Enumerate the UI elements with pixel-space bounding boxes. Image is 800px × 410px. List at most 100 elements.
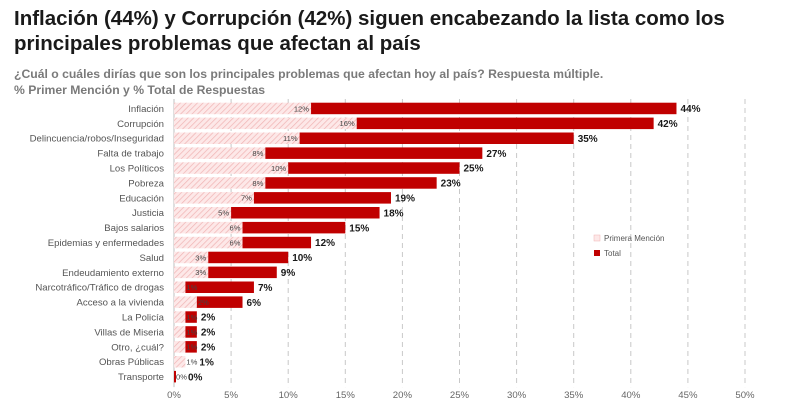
data-label-primera-mencion: 1% bbox=[186, 358, 197, 367]
bar-primera-mencion bbox=[174, 221, 243, 234]
data-label-total: 35% bbox=[578, 134, 598, 145]
bar-total bbox=[288, 162, 460, 174]
data-label-total: 44% bbox=[680, 104, 700, 115]
bar-total bbox=[196, 296, 243, 308]
x-tick-label: 40% bbox=[621, 390, 641, 401]
title-line-1: Inflación (44%) y Corrupción (42%) sigue… bbox=[14, 7, 725, 30]
data-label-total: 2% bbox=[201, 342, 216, 353]
data-label-primera-mencion: 8% bbox=[252, 149, 263, 158]
category-label: Pobreza bbox=[128, 178, 164, 189]
legend-swatch-primera-mencion bbox=[593, 234, 601, 242]
data-label-primera-mencion: 8% bbox=[252, 179, 263, 188]
data-label-primera-mencion: 3% bbox=[195, 253, 206, 262]
data-label-primera-mencion: 3% bbox=[195, 268, 206, 277]
data-label-total: 42% bbox=[658, 119, 678, 130]
category-label: Villas de Miseria bbox=[94, 327, 164, 338]
data-label-total: 15% bbox=[349, 223, 369, 234]
bar-primera-mencion bbox=[174, 192, 254, 204]
bar-primera-mencion bbox=[174, 251, 209, 264]
data-label-total: 10% bbox=[292, 253, 312, 264]
bar-total bbox=[356, 117, 654, 130]
bar-primera-mencion bbox=[174, 266, 209, 279]
data-label-primera-mencion: 5% bbox=[218, 209, 229, 218]
chart-title: Inflación (44%) y Corrupción (42%) sigue… bbox=[14, 6, 794, 56]
data-label-total: 1% bbox=[199, 357, 214, 368]
category-label: Endeudamiento externo bbox=[62, 268, 164, 279]
bar-total bbox=[208, 251, 289, 264]
category-label: La Policía bbox=[122, 312, 165, 323]
x-tick-label: 20% bbox=[393, 390, 413, 401]
category-label: Otro, ¿cuál? bbox=[111, 342, 164, 353]
category-label: Obras Públicas bbox=[99, 357, 164, 368]
data-label-total: 27% bbox=[486, 149, 506, 160]
data-label-primera-mencion: 7% bbox=[241, 194, 252, 203]
data-label-total: 9% bbox=[281, 268, 296, 279]
category-label: Educación bbox=[119, 193, 164, 204]
data-label-primera-mencion: 1% bbox=[186, 283, 197, 292]
data-label-primera-mencion: 6% bbox=[230, 223, 241, 232]
bar-total bbox=[265, 147, 483, 159]
subtitle-line-1: ¿Cuál o cuáles dirías que son los princi… bbox=[14, 67, 604, 81]
bar-primera-mencion bbox=[174, 177, 266, 189]
bar-primera-mencion bbox=[174, 132, 300, 144]
data-label-primera-mencion: 0% bbox=[176, 372, 187, 381]
data-label-primera-mencion: 1% bbox=[186, 328, 197, 337]
x-tick-label: 5% bbox=[224, 390, 238, 401]
x-tick-label: 0% bbox=[167, 390, 181, 401]
data-label-primera-mencion: 11% bbox=[283, 134, 298, 143]
category-label: Bajos salarios bbox=[104, 223, 164, 234]
data-label-total: 12% bbox=[315, 238, 335, 249]
x-tick-label: 45% bbox=[678, 390, 698, 401]
bar-total bbox=[242, 221, 346, 234]
data-label-total: 6% bbox=[247, 298, 262, 309]
bar-total bbox=[253, 192, 391, 204]
bar-total bbox=[185, 326, 197, 338]
bar-total bbox=[231, 207, 380, 219]
data-label-total: 19% bbox=[395, 193, 415, 204]
bar-total bbox=[299, 132, 574, 144]
bar-total bbox=[185, 281, 254, 293]
bar-primera-mencion bbox=[174, 326, 186, 338]
bar-total bbox=[174, 370, 176, 383]
data-label-primera-mencion: 1% bbox=[186, 343, 197, 352]
x-tick-label: 35% bbox=[564, 390, 584, 401]
category-label: Delincuencia/robos/Inseguridad bbox=[30, 134, 164, 145]
legend-swatch-total bbox=[594, 250, 600, 256]
data-label-primera-mencion: 2% bbox=[198, 298, 209, 307]
bar-primera-mencion bbox=[174, 207, 232, 219]
data-label-total: 0% bbox=[188, 372, 203, 383]
data-label-total: 2% bbox=[201, 313, 216, 324]
category-label: Transporte bbox=[118, 372, 164, 383]
bar-primera-mencion bbox=[174, 102, 312, 115]
bar-primera-mencion bbox=[174, 341, 186, 353]
chart-subtitle: ¿Cuál o cuáles dirías que son los princi… bbox=[14, 66, 794, 98]
x-tick-label: 10% bbox=[279, 390, 299, 401]
data-label-total: 23% bbox=[441, 179, 461, 190]
data-label-primera-mencion: 1% bbox=[186, 313, 197, 322]
bar-primera-mencion bbox=[174, 311, 186, 323]
category-label: Los Políticos bbox=[110, 163, 165, 174]
bar-total bbox=[208, 266, 277, 279]
bar-total bbox=[185, 341, 197, 353]
category-label: Falta de trabajo bbox=[97, 149, 164, 160]
category-label: Epidemias y enfermedades bbox=[48, 238, 164, 249]
bar-primera-mencion bbox=[174, 356, 186, 368]
bar-total bbox=[311, 102, 677, 115]
bar-total bbox=[242, 236, 312, 249]
title-line-2: principales problemas que afectan al paí… bbox=[14, 32, 421, 55]
x-tick-label: 50% bbox=[735, 390, 755, 401]
data-label-total: 25% bbox=[464, 164, 484, 175]
category-label: Inflación bbox=[128, 104, 164, 115]
bar-primera-mencion bbox=[174, 117, 357, 130]
category-label: Justicia bbox=[132, 208, 165, 219]
data-label-primera-mencion: 6% bbox=[230, 238, 241, 247]
legend-label-total: Total bbox=[604, 249, 621, 258]
bar-total bbox=[185, 311, 197, 323]
data-label-total: 7% bbox=[258, 283, 273, 294]
category-label: Acceso a la vivienda bbox=[77, 298, 165, 309]
data-label-primera-mencion: 16% bbox=[340, 119, 355, 128]
legend-label-primera-mencion: Primera Mención bbox=[604, 234, 664, 243]
bar-primera-mencion bbox=[174, 162, 289, 174]
x-tick-label: 15% bbox=[336, 390, 356, 401]
